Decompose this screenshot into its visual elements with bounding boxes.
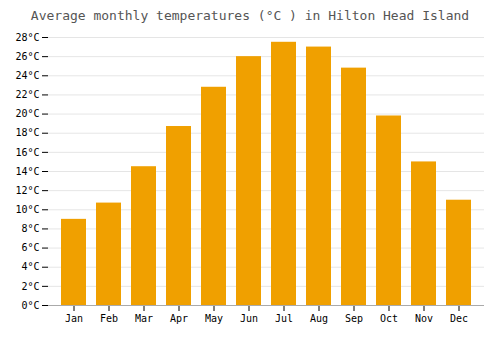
svg-text:Dec: Dec: [450, 313, 468, 324]
svg-text:28°C: 28°C: [15, 32, 39, 43]
svg-text:12°C: 12°C: [15, 185, 39, 196]
svg-text:26°C: 26°C: [15, 51, 39, 62]
svg-text:Apr: Apr: [170, 313, 188, 324]
svg-text:Oct: Oct: [380, 313, 398, 324]
svg-text:May: May: [205, 313, 223, 324]
svg-text:Jun: Jun: [240, 313, 258, 324]
svg-text:4°C: 4°C: [21, 261, 39, 272]
svg-text:Mar: Mar: [135, 313, 153, 324]
svg-text:14°C: 14°C: [15, 166, 39, 177]
svg-text:0°C: 0°C: [21, 300, 39, 311]
svg-text:22°C: 22°C: [15, 89, 39, 100]
svg-text:Aug: Aug: [310, 313, 328, 324]
svg-text:Sep: Sep: [345, 313, 363, 324]
html-text:Average monthly temperatures (: Average monthly temperatures (°C ) in Hi…: [30, 8, 470, 23]
svg-text:Feb: Feb: [100, 313, 118, 324]
svg-text:2°C: 2°C: [21, 281, 39, 292]
svg-text:Jul: Jul: [275, 313, 293, 324]
svg-text:8°C: 8°C: [21, 223, 39, 234]
svg-text:24°C: 24°C: [15, 70, 39, 81]
svg-text:6°C: 6°C: [21, 242, 39, 253]
svg-text:20°C: 20°C: [15, 108, 39, 119]
svg-text:16°C: 16°C: [15, 147, 39, 158]
svg-text:Jan: Jan: [65, 313, 83, 324]
svg-text:Nov: Nov: [415, 313, 433, 324]
svg-text:18°C: 18°C: [15, 127, 39, 138]
svg-text:10°C: 10°C: [15, 204, 39, 215]
